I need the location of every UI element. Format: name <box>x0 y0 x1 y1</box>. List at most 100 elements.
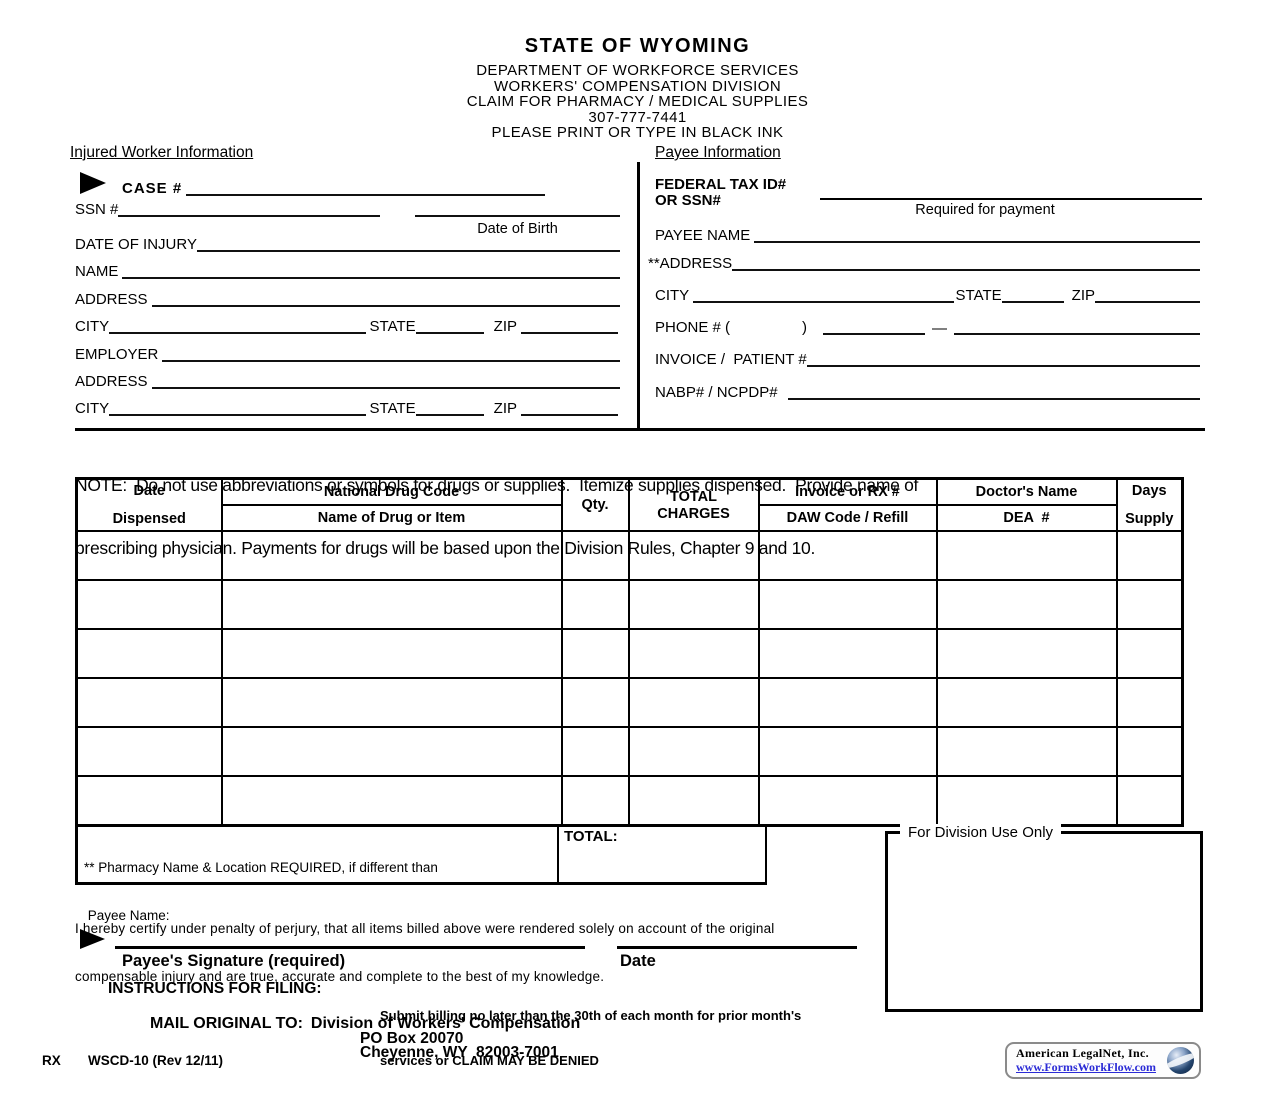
signature-field[interactable] <box>115 946 585 949</box>
case-number-field[interactable] <box>186 194 545 196</box>
payee-address-field[interactable] <box>732 269 1200 271</box>
payee-name-label: PAYEE NAME <box>655 227 751 244</box>
table-cell[interactable] <box>560 530 630 581</box>
table-row <box>75 677 1184 728</box>
tax-id-field[interactable] <box>820 198 1202 200</box>
table-cell[interactable] <box>220 579 563 630</box>
table-cell[interactable] <box>627 775 760 827</box>
payee-city-label: CITY <box>655 287 690 304</box>
table-cell[interactable] <box>560 628 630 679</box>
table-cell[interactable] <box>1115 677 1184 728</box>
tax-id-label: FEDERAL TAX ID# OR SSN# <box>655 176 787 209</box>
table-cell[interactable] <box>75 579 223 630</box>
table-cell[interactable] <box>935 579 1118 630</box>
table-cell[interactable] <box>627 726 760 777</box>
worker-name-field[interactable] <box>122 277 620 279</box>
table-cell[interactable] <box>220 628 563 679</box>
col-header-total-charges: TOTAL CHARGES <box>627 477 760 532</box>
employer-zip-label: ZIP <box>493 400 517 417</box>
employer-field[interactable] <box>162 360 620 362</box>
table-cell[interactable] <box>1115 628 1184 679</box>
invoice-patient-field[interactable] <box>806 365 1200 367</box>
header-line-division: WORKERS' COMPENSATION DIVISION <box>493 77 782 95</box>
table-cell[interactable] <box>75 628 223 679</box>
worker-address-field[interactable] <box>151 305 620 307</box>
section-vertical-divider <box>637 162 640 428</box>
table-cell[interactable] <box>757 775 938 827</box>
table-cell[interactable] <box>627 677 760 728</box>
table-cell[interactable] <box>75 726 223 777</box>
certification-text: I hereby certify under penalty of perjur… <box>75 921 775 984</box>
table-cell[interactable] <box>560 677 630 728</box>
table-cell[interactable] <box>75 530 223 581</box>
table-cell[interactable] <box>935 726 1118 777</box>
employer-city-row: CITY STATE ZIP <box>75 394 618 416</box>
worker-zip-label: ZIP <box>493 318 517 335</box>
table-cell[interactable] <box>627 579 760 630</box>
table-cell[interactable] <box>560 579 630 630</box>
table-cell[interactable] <box>220 677 563 728</box>
phone-dash: — <box>932 320 948 337</box>
employer-city-field[interactable] <box>109 414 366 416</box>
legalnet-url-link[interactable]: www.FormsWorkFlow.com <box>1016 1060 1156 1074</box>
table-cell[interactable] <box>757 530 938 581</box>
invoice-patient-row: INVOICE / PATIENT # <box>655 345 1200 367</box>
total-amount-cell[interactable]: TOTAL: <box>559 825 767 885</box>
payee-zip-field[interactable] <box>1095 301 1200 303</box>
table-cell[interactable] <box>757 579 938 630</box>
table-cell[interactable] <box>1115 579 1184 630</box>
total-label: TOTAL: <box>564 828 618 845</box>
table-cell[interactable] <box>220 775 563 827</box>
drug-items-table: Date Dispensed National Drug Code Name o… <box>75 477 1184 827</box>
table-header-row: Date Dispensed National Drug Code Name o… <box>75 477 1184 532</box>
table-cell[interactable] <box>935 628 1118 679</box>
table-cell[interactable] <box>935 530 1118 581</box>
table-cell[interactable] <box>560 726 630 777</box>
table-cell[interactable] <box>220 726 563 777</box>
table-cell[interactable] <box>627 530 760 581</box>
division-use-box[interactable]: For Division Use Only <box>885 824 1203 1012</box>
employer-address-field[interactable] <box>151 387 620 389</box>
table-cell[interactable] <box>1115 775 1184 827</box>
date-of-injury-field[interactable] <box>196 250 620 252</box>
ssn-label: SSN # <box>75 201 119 218</box>
table-cell[interactable] <box>75 775 223 827</box>
table-cell[interactable] <box>1115 530 1184 581</box>
table-cell[interactable] <box>220 530 563 581</box>
date-of-injury-label: DATE OF INJURY <box>75 236 197 253</box>
payee-state-field[interactable] <box>1001 301 1064 303</box>
phone-line-field[interactable] <box>954 333 1200 335</box>
nabp-field[interactable] <box>787 398 1200 400</box>
globe-icon <box>1167 1047 1194 1074</box>
table-cell[interactable] <box>560 775 630 827</box>
worker-state-field[interactable] <box>415 332 484 334</box>
table-cell[interactable] <box>757 628 938 679</box>
table-cell[interactable] <box>757 677 938 728</box>
signature-date-field[interactable] <box>617 946 857 949</box>
dob-field[interactable] <box>415 215 620 217</box>
phone-prefix-field[interactable] <box>823 333 926 335</box>
table-cell[interactable] <box>935 775 1118 827</box>
table-cell[interactable] <box>627 628 760 679</box>
table-cell[interactable] <box>757 726 938 777</box>
dob-label: Date of Birth <box>477 221 558 237</box>
col-header-qty: Qty. <box>560 477 630 532</box>
header-line-print: PLEASE PRINT OR TYPE IN BLACK INK <box>491 124 784 142</box>
employer-address-row: ADDRESS <box>75 367 620 389</box>
payee-city-field[interactable] <box>693 301 954 303</box>
table-cell[interactable] <box>75 677 223 728</box>
employer-state-field[interactable] <box>415 414 484 416</box>
payee-section-title: Payee Information <box>655 144 781 161</box>
payee-name-field[interactable] <box>754 241 1200 243</box>
employer-zip-field[interactable] <box>521 414 618 416</box>
mail-org: Division of Workers' Compensation <box>310 1015 581 1032</box>
table-cell[interactable] <box>935 677 1118 728</box>
employer-address-label: ADDRESS <box>75 373 148 390</box>
worker-city-field[interactable] <box>109 332 366 334</box>
ssn-field[interactable] <box>118 215 380 217</box>
table-cell[interactable] <box>1115 726 1184 777</box>
payee-address-label: **ADDRESS <box>648 255 733 272</box>
nabp-label: NABP# / NCPDP# <box>655 384 778 401</box>
pharmacy-name-area[interactable]: ** Pharmacy Name & Location REQUIRED, if… <box>75 825 559 923</box>
worker-zip-field[interactable] <box>521 332 618 334</box>
